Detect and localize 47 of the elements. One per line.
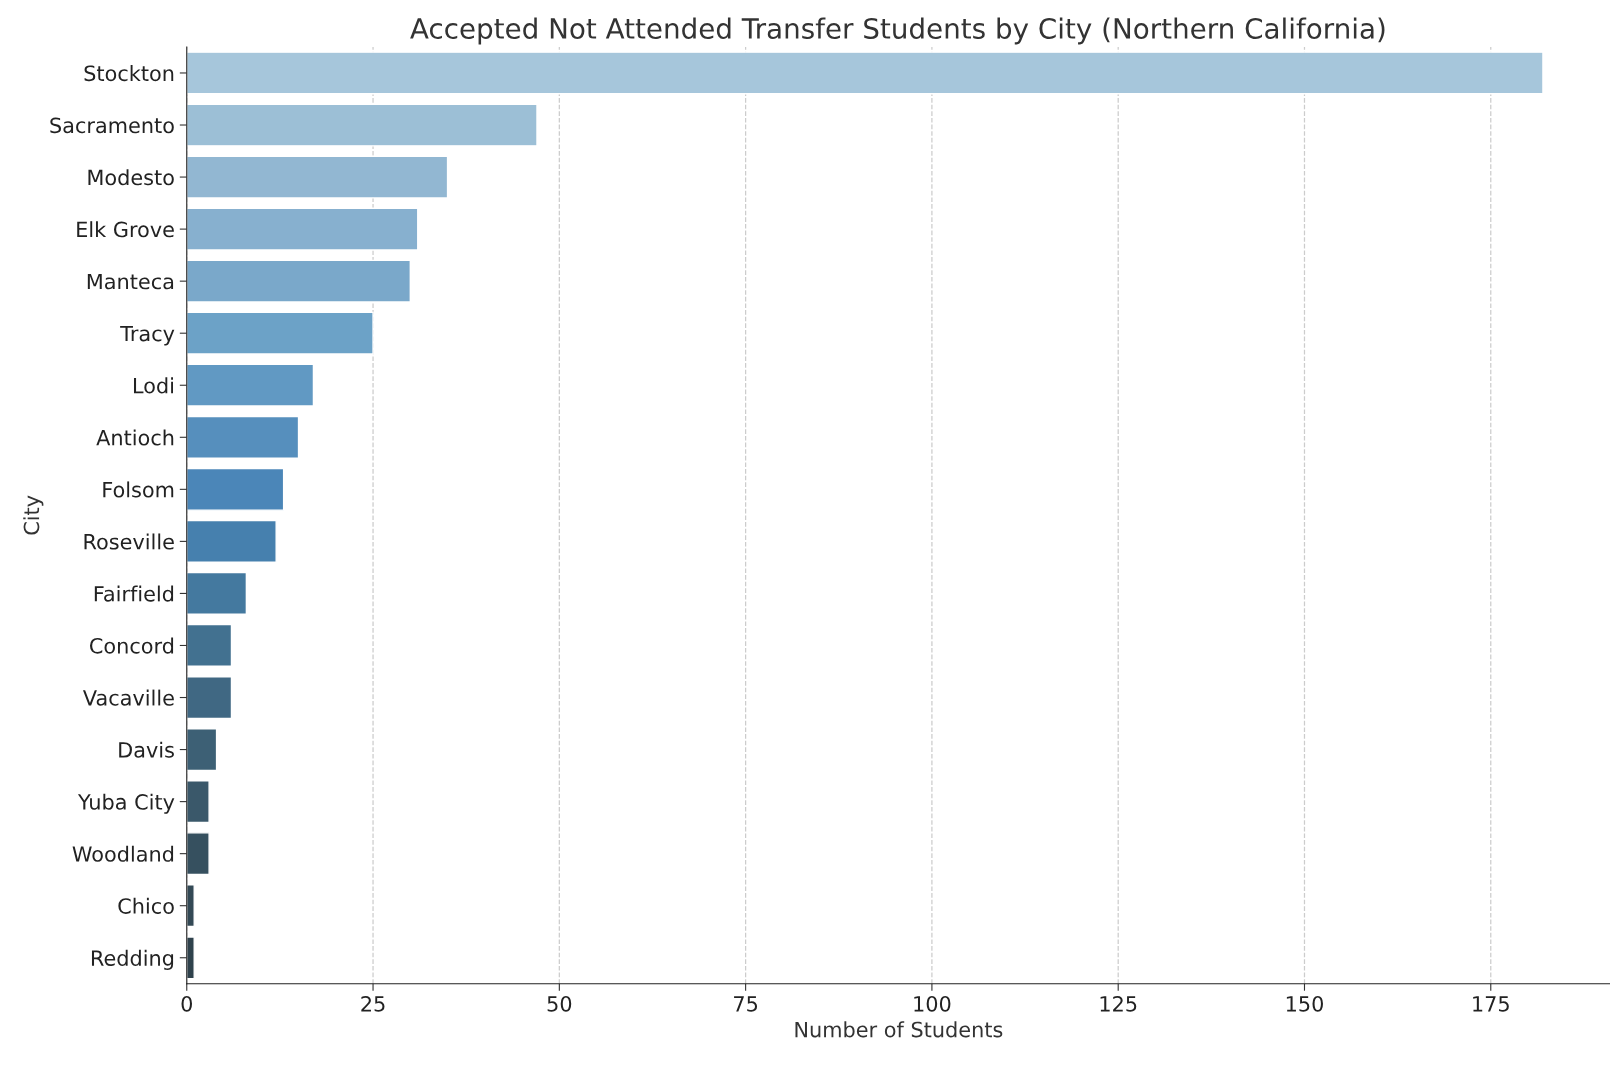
y-tick-label: Redding [91,949,174,970]
bar [186,884,195,928]
x-tick-label: 150 [1286,995,1323,1012]
y-tick-label: Manteca [87,273,174,290]
bar [186,51,1544,95]
bar [186,207,419,251]
bar [186,623,233,667]
y-tick-label: Fairfield [94,585,174,602]
bar [186,103,538,147]
bar [186,155,449,199]
chart-title: Accepted Not Attended Transfer Students by City (Northern California) [410,17,1385,45]
y-tick-label: Lodi [133,377,173,394]
bar [186,311,374,355]
bar [186,832,210,876]
x-tick-label: 75 [734,996,758,1012]
bar [186,259,412,303]
y-tick-label: Davis [119,741,174,758]
x-tick-label: 50 [547,995,572,1012]
bar [186,571,248,615]
bar [186,676,233,720]
y-tick-label: Woodland [72,845,174,862]
y-tick-label: Elk Grove [77,221,174,238]
bar [186,728,218,772]
x-tick-label: 100 [914,995,951,1012]
y-tick-label: Roseville [84,533,174,550]
y-tick-label: Concord [90,637,174,654]
bar [186,519,277,563]
x-tick-label: 0 [181,995,192,1012]
x-tick-label: 175 [1473,996,1509,1012]
y-tick-label: Sacramento [50,117,174,134]
bar [186,363,315,407]
bar [186,936,195,980]
bar [186,780,210,824]
y-tick-label: Tracy [120,325,175,346]
y-axis-title: City [23,495,44,535]
x-tick-label: 125 [1100,995,1137,1012]
y-tick-label: Yuba City [77,793,175,814]
x-axis-title: Number of Students [795,1021,1003,1038]
bar [186,467,285,511]
y-tick-label: Antioch [96,429,174,446]
y-tick-label: Modesto [88,169,174,186]
y-tick-label: Vacaville [82,689,174,706]
bar [186,415,300,459]
y-tick-label: Stockton [84,65,174,82]
y-tick-label: Chico [118,897,174,914]
y-tick-label: Folsom [103,481,174,498]
x-tick-label: 25 [361,995,385,1012]
